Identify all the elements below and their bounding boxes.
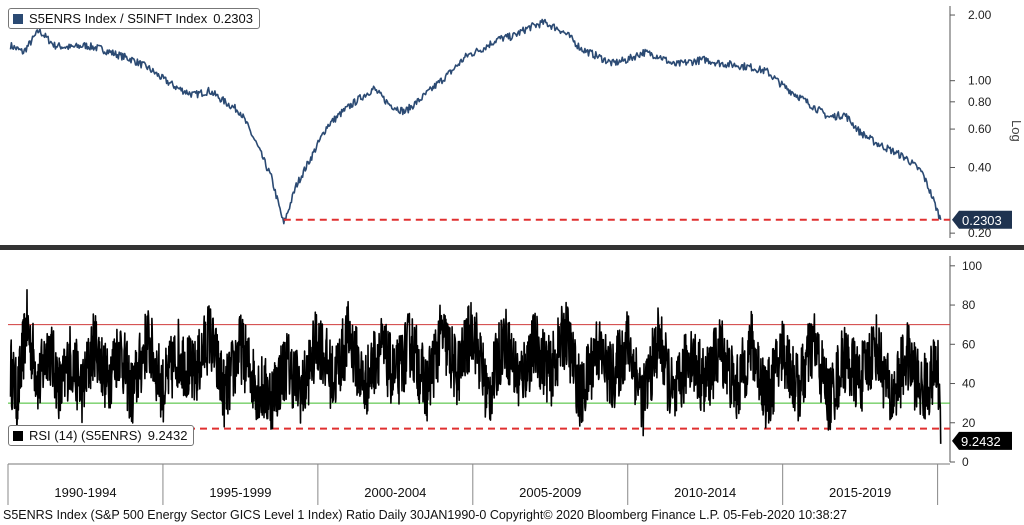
top-last-value-tag: [952, 210, 1012, 229]
panel-divider: [0, 245, 1024, 250]
x-period-label: 2010-2014: [674, 485, 736, 500]
rsi-series-line: [9, 289, 942, 444]
rsi-last-value-tag: [952, 431, 1012, 450]
rsi-ytick-label: 100: [962, 259, 982, 273]
x-period-label: 2000-2004: [364, 485, 426, 500]
price-ratio-panel: 2.00 1.00 0.80 0.60 0.40 0.20 Log 0.2303: [9, 6, 1024, 240]
rsi-ytick-label: 60: [962, 337, 976, 351]
top-ytick-label: 0.60: [968, 122, 992, 136]
x-axis: 1990-1994 1995-1999 2000-2004 2005-2009 2010…: [7, 463, 950, 505]
x-period-label: 1990-1994: [54, 485, 116, 500]
rsi-ytick-label: 40: [962, 377, 976, 391]
top-ytick-label: 1.00: [968, 74, 992, 88]
top-legend: S5ENRS Index / S5INFT Index 0.2303: [8, 8, 260, 29]
top-legend-label: S5ENRS Index / S5INFT Index: [29, 11, 208, 26]
chart-svg: 2.00 1.00 0.80 0.60 0.40 0.20 Log 0.2303 100 80 6…: [0, 6, 1024, 505]
log-scale-label: Log: [1009, 120, 1024, 142]
top-ytick-label: 0.80: [968, 95, 992, 109]
rsi-last-value-label: 9.2432: [961, 434, 1001, 449]
rsi-legend: RSI (14) (S5ENRS) 9.2432: [8, 425, 195, 446]
top-ytick-label: 2.00: [968, 8, 992, 22]
rsi-legend-value: 9.2432: [147, 428, 188, 443]
rsi-ytick-label: 0: [962, 455, 969, 469]
footer-caption: S5ENRS Index (S&P 500 Energy Sector GICS…: [3, 508, 847, 522]
rsi-ytick-label: 20: [962, 416, 976, 430]
x-period-label: 2005-2009: [519, 485, 581, 500]
rsi-legend-label: RSI (14) (S5ENRS): [29, 428, 142, 443]
x-period-label: 1995-1999: [209, 485, 271, 500]
rsi-legend-swatch: [13, 430, 23, 441]
top-last-value-label: 0.2303: [962, 213, 1002, 228]
x-period-label: 2015-2019: [829, 485, 891, 500]
top-ytick-label: 0.20: [968, 226, 992, 240]
top-legend-swatch: [13, 13, 23, 24]
rsi-ytick-label: 80: [962, 298, 976, 312]
ratio-series-line: [9, 18, 942, 225]
top-ytick-label: 0.40: [968, 160, 992, 174]
top-legend-value: 0.2303: [213, 11, 253, 26]
rsi-panel: 100 80 60 40 20 0 9.2432: [8, 256, 1012, 469]
